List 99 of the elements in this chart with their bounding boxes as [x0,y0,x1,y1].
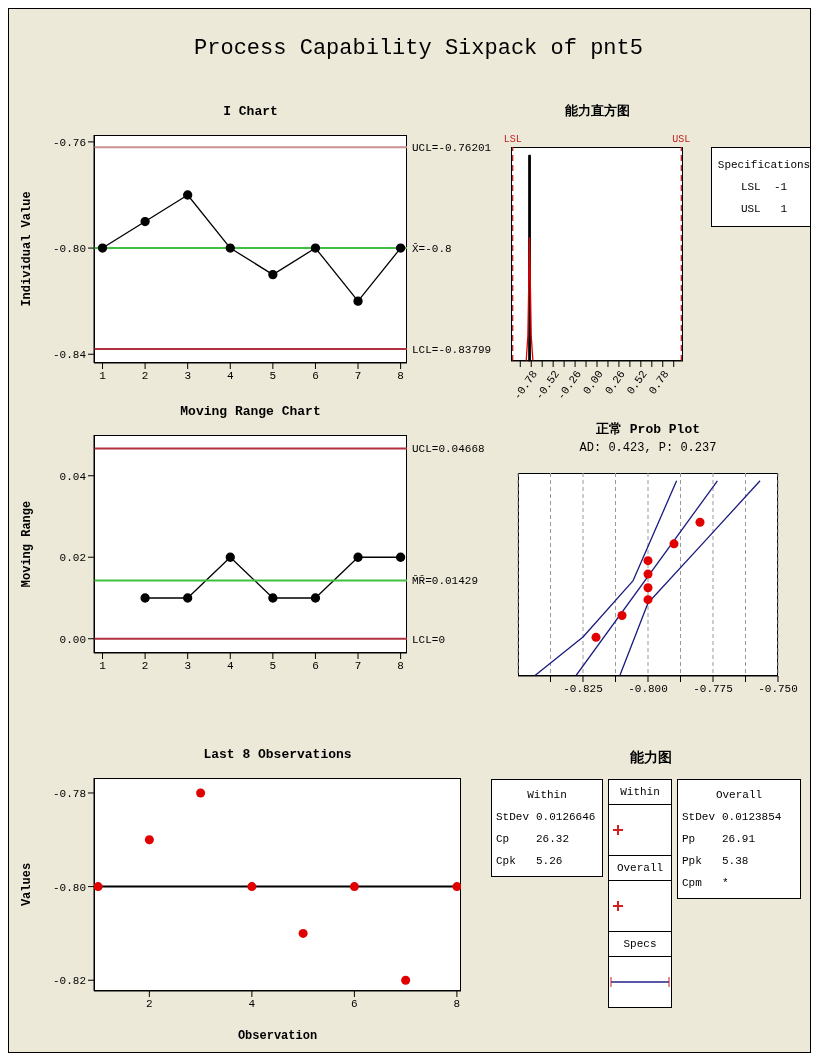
text: Cpk [496,854,517,869]
text: StDev [682,810,716,825]
x-tick-label: 8 [397,659,404,672]
x-tick-label: 8 [397,369,404,382]
x-tick-label: 5 [269,659,277,672]
text: Ppk [682,854,703,869]
point [310,243,321,253]
x-tick-label: -0.800 [628,682,668,695]
x-tick-label: -0.825 [563,682,603,695]
ref-line-label: UCL=-0.76201 [412,142,492,155]
point [643,595,653,605]
y-tick-label: 0.04 [59,470,87,483]
y-tick-label: 0.00 [59,633,86,646]
chart-title: 能力直方图 [563,102,631,121]
x-tick-label: 6 [312,369,319,382]
point [643,569,653,579]
chart-title: Last 8 Observations [202,746,353,764]
text: Cp [496,832,511,847]
text: 0.0126646 [536,810,596,825]
text: Overall [714,788,764,803]
point [183,190,193,200]
x-tick-label: 7 [354,369,362,382]
point [140,216,150,227]
ref-line-label: USL [672,134,691,145]
text: 5.26 [536,854,563,869]
point [97,243,108,253]
text: 26.32 [536,832,570,847]
point [395,243,406,253]
point [452,882,461,892]
x-tick-label: 7 [354,659,362,672]
text: 能力图 [629,749,673,768]
chart-title: Moving Range Chart [179,403,322,421]
y-axis-title: Moving Range [20,500,35,588]
ref-line-label: UCL=0.04668 [412,443,485,456]
x-axis-title: Observation [237,1029,318,1043]
point [225,243,235,253]
point [617,610,627,620]
point [695,517,705,527]
point [353,296,363,306]
point [349,882,359,892]
text: Specifications [716,158,811,173]
point [298,928,308,938]
text: StDev [496,810,530,825]
ref-line-label: M̄R̄=0.01429 [412,575,479,588]
point [144,835,154,845]
x-tick-label: 1 [99,659,107,672]
point [268,269,278,280]
x-tick-label: 2 [146,997,153,1010]
text: 5.38 [722,854,749,869]
text: Cpm [682,876,703,891]
y-tick-label: -0.82 [52,975,86,988]
point [643,556,653,566]
text: LSL -1 [739,180,789,195]
y-tick-label: -0.80 [52,881,86,894]
point [669,539,679,549]
ref-line-label: LSL [503,134,522,145]
point [643,583,653,593]
text: Within [526,788,568,803]
ref-line-label: LCL=-0.83799 [412,343,492,356]
chart-subtitle: AD: 0.423, P: 0.237 [578,441,718,457]
y-tick-label: -0.80 [52,242,86,255]
point [247,882,257,892]
text: USL 1 [739,202,789,217]
x-tick-label: 3 [184,369,191,382]
point [196,788,206,798]
y-tick-label: -0.78 [52,787,86,800]
x-tick-label: 1 [99,369,107,382]
text: Specs [609,932,671,957]
y-axis-title: Individual Value [20,191,35,307]
text: 26.91 [722,832,756,847]
x-tick-label: 2 [141,659,149,672]
x-tick-label: 6 [351,997,358,1010]
text: Overall [609,856,671,881]
text: 0.0123854 [722,810,782,825]
y-axis-title: Values [20,862,35,907]
point [401,975,411,985]
x-tick-label: -0.775 [693,682,733,695]
y-tick-label: -0.84 [52,349,87,362]
ref-line-label: X̄=-0.8 [412,242,452,255]
x-tick-label: 8 [453,997,461,1010]
y-tick-label: -0.76 [52,136,86,149]
x-tick-label: 4 [226,369,234,382]
text: Pp [682,832,697,847]
text: Within [609,780,671,805]
chart-title: I Chart [222,103,279,121]
x-tick-label: -0.750 [758,682,798,695]
text: * [722,876,729,891]
x-tick-label: 4 [226,659,234,672]
x-tick-label: 2 [141,369,149,382]
x-tick-label: 5 [269,369,277,382]
chart-title: 正常 Prob Plot [595,421,701,439]
point [591,632,601,642]
x-tick-label: 4 [248,997,256,1010]
point [94,882,103,892]
text: Process Capability Sixpack of pnt5 [193,35,644,63]
ref-line-label: LCL=0 [412,633,446,646]
y-tick-label: 0.02 [59,552,86,565]
x-tick-label: 6 [312,659,319,672]
x-tick-label: 3 [184,659,191,672]
